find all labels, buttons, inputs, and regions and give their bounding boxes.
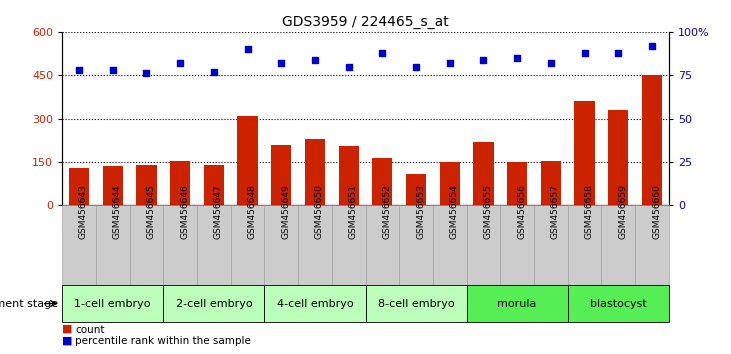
Title: GDS3959 / 224465_s_at: GDS3959 / 224465_s_at <box>282 16 449 29</box>
Bar <box>332 205 366 285</box>
Bar <box>69 168 89 205</box>
Bar <box>366 205 399 285</box>
Text: GSM456654: GSM456654 <box>450 184 459 239</box>
Text: GSM456643: GSM456643 <box>79 184 88 239</box>
Bar <box>62 205 96 285</box>
Text: GSM456658: GSM456658 <box>585 184 594 239</box>
Text: GSM456660: GSM456660 <box>652 184 661 239</box>
Bar <box>238 116 257 205</box>
Point <box>208 69 219 75</box>
Point <box>444 60 455 66</box>
Text: GSM456647: GSM456647 <box>213 184 223 239</box>
Point <box>242 46 254 52</box>
Point <box>613 50 624 56</box>
Point <box>646 43 658 48</box>
Text: GSM456648: GSM456648 <box>248 184 257 239</box>
Point <box>309 57 321 62</box>
Bar <box>474 142 493 205</box>
Point <box>579 50 591 56</box>
Bar <box>439 162 460 205</box>
Bar <box>163 285 265 322</box>
Text: GSM456652: GSM456652 <box>382 184 391 239</box>
Bar <box>96 205 129 285</box>
Text: ■: ■ <box>62 335 72 346</box>
Point <box>107 67 118 73</box>
Point <box>511 55 523 61</box>
Point <box>343 64 355 69</box>
Point <box>174 60 186 66</box>
Text: percentile rank within the sample: percentile rank within the sample <box>75 336 251 347</box>
Text: GSM456646: GSM456646 <box>180 184 189 239</box>
Bar <box>602 205 635 285</box>
Bar <box>366 285 466 322</box>
Bar <box>568 205 602 285</box>
Bar <box>534 205 568 285</box>
Bar <box>466 285 568 322</box>
Text: blastocyst: blastocyst <box>590 298 647 309</box>
Bar <box>170 160 190 205</box>
Bar <box>265 285 366 322</box>
Bar <box>136 165 156 205</box>
Text: GSM456653: GSM456653 <box>416 184 425 239</box>
Bar <box>433 205 466 285</box>
Bar <box>338 146 359 205</box>
Text: GSM456657: GSM456657 <box>551 184 560 239</box>
Text: GSM456659: GSM456659 <box>618 184 627 239</box>
Text: GSM456649: GSM456649 <box>281 184 290 239</box>
Text: 1-cell embryo: 1-cell embryo <box>75 298 151 309</box>
Text: 8-cell embryo: 8-cell embryo <box>378 298 455 309</box>
Point <box>477 57 489 62</box>
Bar <box>466 205 500 285</box>
Bar <box>163 205 197 285</box>
Bar <box>500 205 534 285</box>
Bar <box>204 165 224 205</box>
Bar <box>231 205 265 285</box>
Bar <box>575 101 595 205</box>
Point <box>140 71 152 76</box>
Point <box>410 64 422 69</box>
Point <box>376 50 388 56</box>
Bar <box>507 162 527 205</box>
Text: 2-cell embryo: 2-cell embryo <box>175 298 252 309</box>
Text: GSM456644: GSM456644 <box>113 184 121 239</box>
Bar <box>305 139 325 205</box>
Bar <box>541 160 561 205</box>
Bar <box>406 173 426 205</box>
Text: GSM456645: GSM456645 <box>146 184 156 239</box>
Point <box>545 60 557 66</box>
Bar <box>399 205 433 285</box>
Point <box>276 60 287 66</box>
Text: GSM456655: GSM456655 <box>483 184 493 239</box>
Bar <box>568 285 669 322</box>
Text: morula: morula <box>498 298 537 309</box>
Text: GSM456656: GSM456656 <box>518 184 526 239</box>
Bar <box>197 205 231 285</box>
Text: ■: ■ <box>62 324 72 334</box>
Text: 4-cell embryo: 4-cell embryo <box>276 298 353 309</box>
Text: development stage: development stage <box>0 298 58 309</box>
Bar <box>298 205 332 285</box>
Bar <box>608 110 629 205</box>
Bar <box>635 205 669 285</box>
Text: GSM456651: GSM456651 <box>349 184 357 239</box>
Bar <box>372 158 393 205</box>
Point <box>73 67 85 73</box>
Bar <box>62 285 163 322</box>
Bar <box>265 205 298 285</box>
Text: count: count <box>75 325 105 335</box>
Bar <box>271 144 292 205</box>
Bar <box>129 205 163 285</box>
Text: GSM456650: GSM456650 <box>315 184 324 239</box>
Bar <box>102 166 123 205</box>
Bar <box>642 75 662 205</box>
